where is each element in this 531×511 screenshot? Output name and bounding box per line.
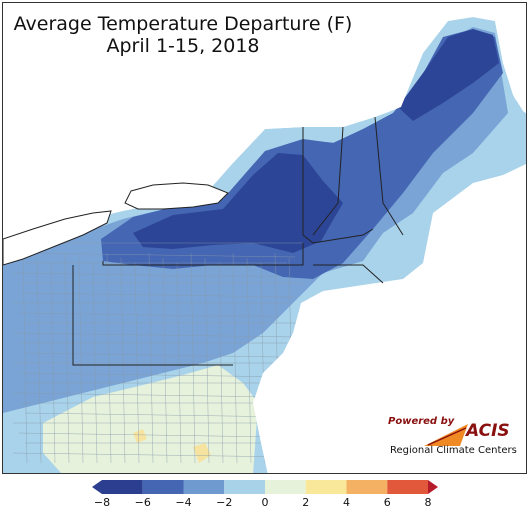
state-borders <box>72 116 404 366</box>
colorbar-tick-label: 4 <box>343 496 350 509</box>
colorbar-segment <box>265 480 306 494</box>
lake-ontario <box>124 182 229 210</box>
color-scale-bar <box>92 480 438 494</box>
colorbar-tick-label: −8 <box>93 496 111 509</box>
colorbar-segment <box>224 480 265 494</box>
colorbar-arrow-left <box>92 480 102 494</box>
colorbar-segment <box>183 480 225 494</box>
title-line-2: April 1-15, 2018 <box>106 35 260 57</box>
colorbar-tick-label: −6 <box>134 496 151 509</box>
colorbar-tick-label: 6 <box>383 496 391 509</box>
canada-area <box>3 3 526 235</box>
deep-cold-region-north <box>398 29 499 121</box>
colorbar-arrow-right <box>428 480 438 494</box>
colorbar-segment <box>102 480 143 494</box>
colorbar-segment <box>346 480 388 494</box>
colorbar-segment <box>387 480 428 494</box>
acis-name: ACIS <box>466 421 510 441</box>
temperature-departure-map <box>3 3 526 473</box>
acis-powered-by: Powered by <box>388 416 455 427</box>
warm-patch <box>133 429 147 443</box>
atlantic-ocean <box>253 163 526 473</box>
warm-patch <box>193 443 211 463</box>
colorbar-segment <box>305 480 347 494</box>
county-lines <box>12 242 303 464</box>
colorbar-segment <box>142 480 184 494</box>
acis-logo <box>424 424 468 446</box>
acis-subtitle: Regional Climate Centers <box>390 445 517 456</box>
lake-erie <box>3 210 112 266</box>
map-title: Average Temperature Departure (F) April … <box>3 13 363 57</box>
colorbar-tick-label: 8 <box>424 496 432 509</box>
colorbar-tick-label: 2 <box>302 496 310 509</box>
title-line-1: Average Temperature Departure (F) <box>13 13 353 35</box>
colorbar-tick-label: 0 <box>261 496 269 509</box>
colorbar-tick-label: −4 <box>175 496 192 509</box>
colorbar-tick-label: −2 <box>216 496 233 509</box>
deep-cold-region <box>133 153 343 253</box>
map-frame: Average Temperature Departure (F) April … <box>2 2 527 474</box>
